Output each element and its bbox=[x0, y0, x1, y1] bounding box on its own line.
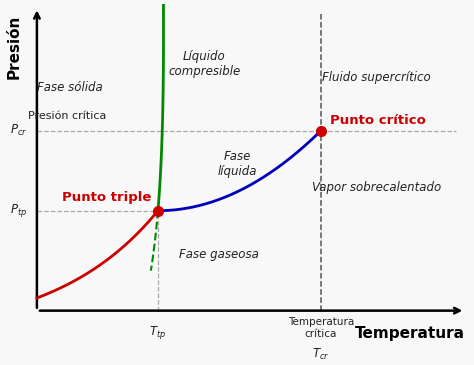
Text: Presión crítica: Presión crítica bbox=[27, 111, 106, 121]
Text: Temperatura: Temperatura bbox=[355, 326, 465, 342]
Text: Punto crítico: Punto crítico bbox=[330, 114, 426, 127]
Text: Punto triple: Punto triple bbox=[62, 191, 151, 204]
Text: Fase sólida: Fase sólida bbox=[36, 81, 102, 94]
Text: $T_{tp}$: $T_{tp}$ bbox=[149, 324, 166, 341]
Text: Fase
líquida: Fase líquida bbox=[217, 150, 257, 178]
Text: Vapor sobrecalentado: Vapor sobrecalentado bbox=[312, 181, 441, 194]
Text: Presión: Presión bbox=[6, 14, 21, 78]
Text: Fluido supercrítico: Fluido supercrítico bbox=[322, 71, 431, 84]
Text: Líquido
compresible: Líquido compresible bbox=[168, 50, 241, 78]
Text: $P_{tp}$: $P_{tp}$ bbox=[10, 202, 27, 219]
Text: Temperatura
crítica: Temperatura crítica bbox=[288, 317, 354, 339]
Text: $P_{cr}$: $P_{cr}$ bbox=[10, 123, 27, 138]
Text: $T_{cr}$: $T_{cr}$ bbox=[312, 347, 329, 362]
Text: Fase gaseosa: Fase gaseosa bbox=[179, 247, 258, 261]
